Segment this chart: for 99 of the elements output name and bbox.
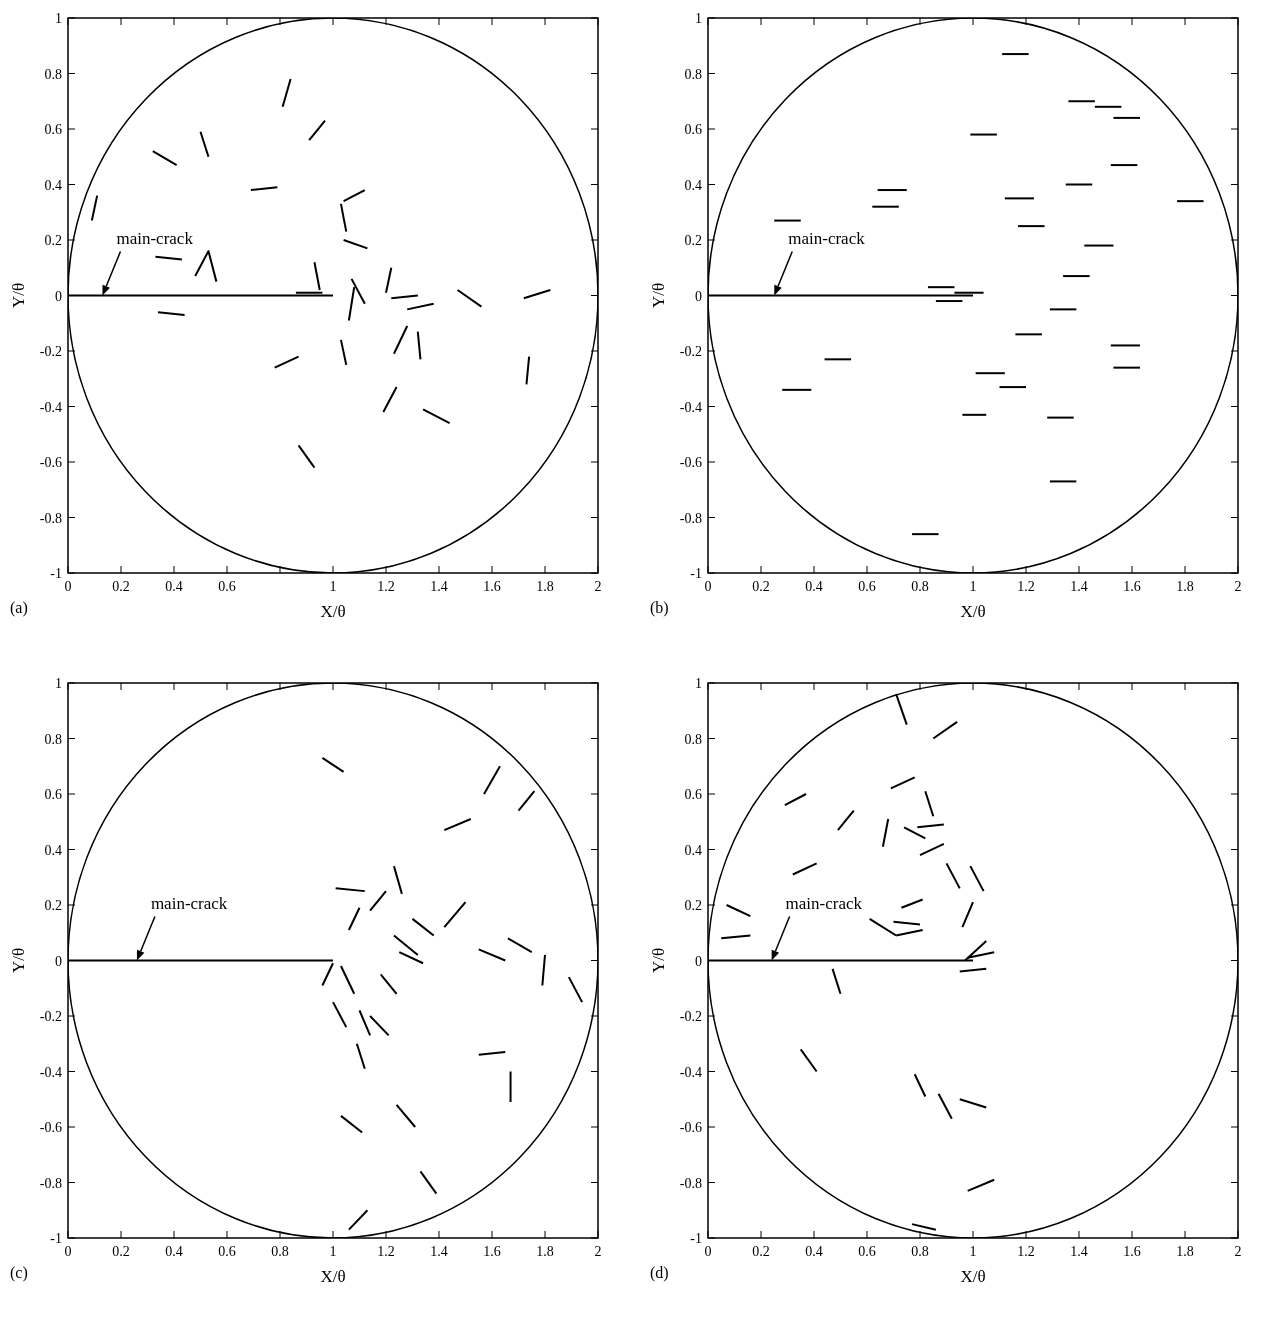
y-tick-label: -0.6	[39, 1120, 62, 1135]
y-tick-label: 1	[695, 11, 702, 26]
text: (d)	[650, 1264, 669, 1282]
y-tick-label: 0	[695, 288, 702, 304]
y-axis-title: Y/θ	[9, 947, 28, 974]
y-tick-label: 0.6	[44, 787, 62, 802]
y-tick-label: 0.8	[44, 731, 62, 747]
x-tick-label: 0.8	[911, 579, 929, 594]
x-tick-label: 1.4	[1070, 1244, 1088, 1259]
x-axis-title: X/θ	[960, 602, 986, 621]
y-tick-label: -0.4	[679, 1064, 702, 1080]
y-tick-label: -0.4	[679, 399, 702, 415]
y-tick-label: -0.6	[39, 455, 62, 470]
x-tick-label: 2	[594, 579, 602, 594]
y-tick-label: 0	[55, 288, 62, 304]
x-tick-label: 1.8	[536, 1244, 554, 1259]
x-tick-label: 1	[329, 1244, 337, 1259]
y-tick-label: -1	[50, 1231, 62, 1246]
x-tick-label: 0.4	[805, 1244, 823, 1259]
x-tick-label: 2	[1234, 579, 1242, 594]
y-tick-label: 0.4	[684, 177, 702, 193]
x-tick-label: 1.2	[1017, 1244, 1035, 1259]
annotation: main-crack	[116, 228, 194, 248]
x-axis-title: X/θ	[320, 602, 346, 621]
y-tick-label: -0.2	[679, 344, 702, 359]
y-tick-label: 0	[55, 953, 62, 969]
x-tick-label: 1.4	[1070, 579, 1088, 594]
y-tick-label: 0.8	[44, 66, 62, 82]
x-tick-label: 1.6	[1123, 579, 1141, 594]
x-axis-title: X/θ	[320, 1267, 346, 1286]
x-tick-label: 1.2	[1017, 579, 1035, 594]
y-tick-label: 1	[695, 676, 702, 691]
y-tick-label: -1	[690, 1231, 702, 1246]
y-tick-label: 0.4	[684, 842, 702, 858]
y-tick-label: 0.8	[684, 731, 702, 747]
y-tick-label: -0.4	[39, 1064, 62, 1080]
annotation: main-crack	[150, 893, 228, 913]
x-tick-label: 0.6	[218, 579, 236, 594]
y-tick-label: -0.2	[39, 1009, 62, 1024]
y-tick-label: -0.2	[679, 1009, 702, 1024]
y-tick-label: 0.6	[44, 122, 62, 137]
y-tick-label: 0.2	[684, 898, 702, 913]
x-tick-label: 1	[969, 579, 977, 594]
y-tick-label: -0.2	[39, 344, 62, 359]
y-tick-label: -1	[690, 566, 702, 581]
y-tick-label: 0.2	[44, 233, 62, 248]
x-tick-label: 1.4	[430, 1244, 448, 1259]
x-tick-label: 1.6	[1123, 1244, 1141, 1259]
x-tick-label: 2	[594, 1244, 602, 1259]
y-tick-label: 0.2	[44, 898, 62, 913]
x-tick-label: 1.8	[1176, 1244, 1194, 1259]
y-tick-label: 0.2	[684, 233, 702, 248]
x-tick-label: 1.4	[430, 579, 448, 594]
y-tick-label: -0.8	[39, 1175, 62, 1191]
text: (a)	[10, 599, 28, 617]
y-tick-label: -0.8	[39, 510, 62, 526]
y-tick-label: -0.6	[679, 1120, 702, 1135]
x-tick-label: 1.8	[536, 579, 554, 594]
y-tick-label: 0.4	[44, 177, 62, 193]
y-tick-label: -1	[50, 566, 62, 581]
y-tick-label: 1	[55, 676, 62, 691]
y-tick-label: -0.4	[39, 399, 62, 415]
y-tick-label: 1	[55, 11, 62, 26]
text: (b)	[650, 599, 669, 617]
y-tick-label: -0.8	[679, 510, 702, 526]
x-tick-label: 0.2	[752, 579, 770, 594]
x-tick-label: 0.6	[858, 579, 876, 594]
x-axis-title: X/θ	[960, 1267, 986, 1286]
x-tick-label: 0.6	[218, 1244, 236, 1259]
x-tick-label: 0.4	[165, 579, 183, 594]
x-tick-label: 1	[329, 579, 337, 594]
y-tick-label: 0.6	[684, 122, 702, 137]
x-tick-label: 0.8	[911, 1244, 929, 1259]
annotation: main-crack	[785, 893, 863, 913]
y-tick-label: 0.6	[684, 787, 702, 802]
y-tick-label: 0	[695, 953, 702, 969]
y-tick-label: 0.8	[684, 66, 702, 82]
x-tick-label: 0.2	[112, 1244, 130, 1259]
x-tick-label: 1	[969, 1244, 977, 1259]
x-tick-label: 2	[1234, 1244, 1242, 1259]
x-tick-label: 0.2	[112, 579, 130, 594]
x-tick-label: 0.2	[752, 1244, 770, 1259]
x-tick-label: 1.6	[483, 1244, 501, 1259]
y-axis-title: Y/θ	[649, 282, 668, 309]
x-tick-label: 0.6	[858, 1244, 876, 1259]
y-axis-title: Y/θ	[649, 947, 668, 974]
x-tick-label: 1.6	[483, 579, 501, 594]
x-tick-label: 1.2	[377, 579, 395, 594]
x-tick-label: 0.4	[165, 1244, 183, 1259]
y-tick-label: -0.6	[679, 455, 702, 470]
annotation: main-crack	[788, 228, 866, 248]
x-tick-label: 1.8	[1176, 579, 1194, 594]
x-tick-label: 0.8	[271, 1244, 289, 1259]
y-tick-label: 0.4	[44, 842, 62, 858]
text: (c)	[10, 1264, 28, 1282]
x-tick-label: 1.2	[377, 1244, 395, 1259]
y-tick-label: -0.8	[679, 1175, 702, 1191]
x-tick-label: 0.4	[805, 579, 823, 594]
y-axis-title: Y/θ	[9, 282, 28, 309]
